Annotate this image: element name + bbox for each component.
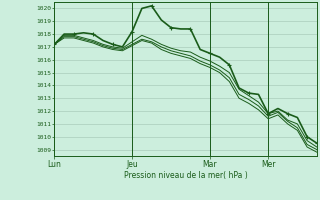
X-axis label: Pression niveau de la mer( hPa ): Pression niveau de la mer( hPa ): [124, 171, 247, 180]
